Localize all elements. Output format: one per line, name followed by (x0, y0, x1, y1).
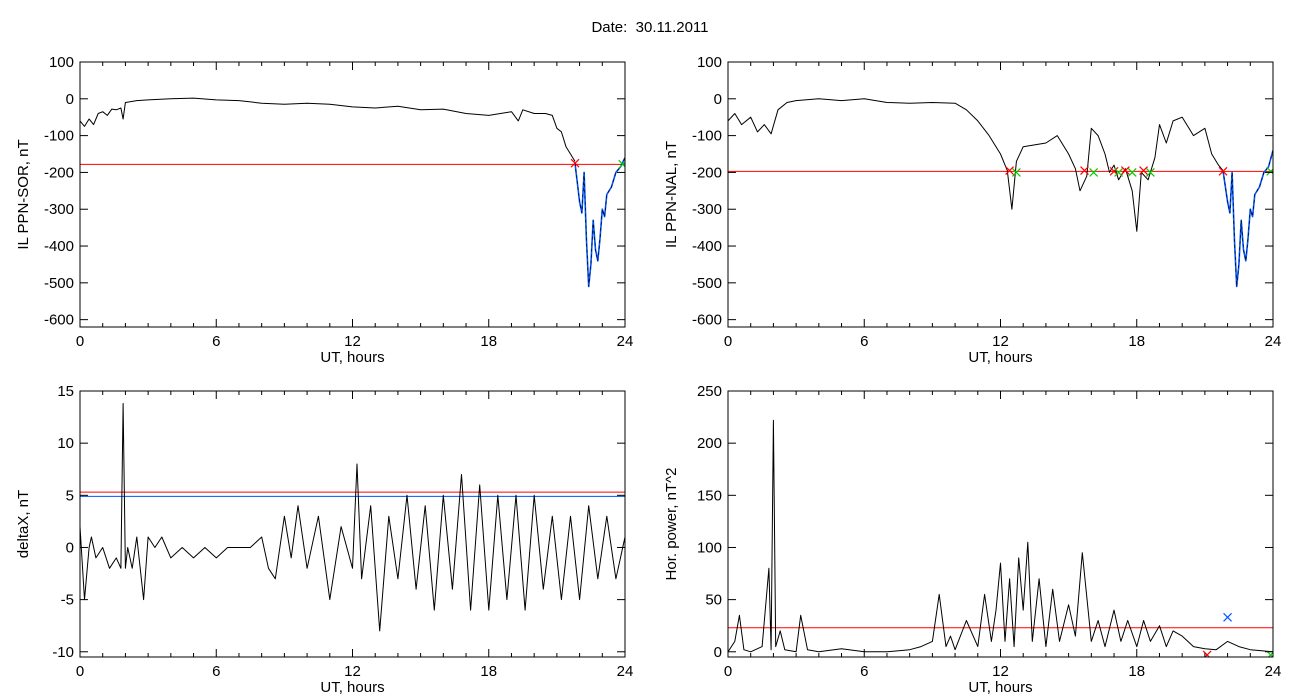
series-line (80, 403, 625, 632)
x-tick-label: 0 (76, 663, 84, 680)
event-segment-dash (1222, 150, 1273, 287)
y-tick-label: 250 (697, 383, 722, 400)
event-segment (574, 157, 625, 288)
y-tick-label: -500 (44, 275, 74, 292)
y-tick-label: 0 (66, 91, 74, 108)
y-tick-label: 0 (714, 644, 722, 661)
plot-frame (79, 390, 626, 658)
x-tick-label: 6 (860, 333, 868, 350)
x-tick-label: 12 (992, 333, 1009, 350)
cross-marker (1218, 166, 1228, 176)
cross-marker (1266, 166, 1273, 176)
cross-marker (1127, 167, 1137, 177)
x-tick-label: 6 (860, 663, 868, 680)
cross-marker (1005, 166, 1015, 176)
y-tick-label: 200 (697, 435, 722, 452)
y-tick-label: 15 (57, 383, 74, 400)
y-tick-label: -300 (44, 201, 74, 218)
x-tick-label: 0 (76, 333, 84, 350)
y-tick-label: 10 (57, 435, 74, 452)
y-tick-label: 100 (697, 54, 722, 71)
series-line (728, 419, 1273, 653)
x-tick-label: 6 (212, 663, 220, 680)
cross-marker (1202, 650, 1212, 657)
cross-marker (1120, 166, 1130, 176)
chart-panel-il-sor: 0 6 12 18 24 -600 -500 -400 -300 -200 -100 0 100 UT, … (15, 54, 633, 366)
y-tick-label: -200 (44, 164, 74, 181)
plot-frame (727, 390, 1274, 658)
y-axis-label: deltaX, nT (15, 490, 32, 558)
y-tick-label: 50 (705, 592, 722, 609)
y-tick-label: -5 (61, 592, 74, 609)
plot-frame (727, 61, 1274, 328)
series-line (728, 98, 1224, 232)
x-tick-label: 18 (1128, 663, 1145, 680)
x-tick-label: 18 (480, 663, 497, 680)
y-tick-label: -600 (44, 312, 74, 329)
y-tick-label: 100 (697, 539, 722, 556)
series-line (80, 97, 576, 162)
page-title: Date: 30.11.2011 (591, 19, 709, 36)
cross-marker (1114, 167, 1124, 177)
y-axis-label: Hor. power, nT^2 (663, 468, 680, 581)
y-tick-label: 100 (49, 54, 74, 71)
x-axis-label: UT, hours (968, 349, 1032, 366)
event-segment-dash (574, 157, 625, 287)
x-tick-label: 24 (617, 663, 634, 680)
y-tick-label: -200 (692, 164, 722, 181)
cross-marker (618, 159, 625, 169)
y-axis-label: IL PPN-SOR, nT (15, 139, 32, 249)
x-tick-label: 0 (724, 663, 732, 680)
y-tick-label: -300 (692, 201, 722, 218)
y-tick-label: 150 (697, 487, 722, 504)
event-segment (1222, 150, 1273, 288)
x-axis-label: UT, hours (320, 679, 384, 696)
y-tick-label: 0 (66, 539, 74, 556)
y-tick-label: 0 (714, 91, 722, 108)
x-tick-label: 12 (344, 663, 361, 680)
chart-panel-deltax: 0 6 12 18 24 -10 -5 0 5 10 15 UT, hours deltaX, nT (15, 383, 633, 696)
x-tick-label: 6 (212, 333, 220, 350)
x-tick-label: 24 (1265, 663, 1282, 680)
chart-panel-il-nal: 0 6 12 18 24 -600 -500 -400 -300 -200 -100 0 100 UT, … (663, 54, 1281, 366)
cross-marker (1080, 166, 1089, 176)
y-tick-label: -400 (44, 238, 74, 255)
plot-frame (79, 61, 626, 328)
x-tick-label: 18 (480, 333, 497, 350)
x-tick-label: 24 (617, 333, 634, 350)
x-tick-label: 18 (1128, 333, 1145, 350)
cross-marker (1089, 167, 1099, 177)
x-axis-label: UT, hours (320, 349, 384, 366)
x-tick-label: 24 (1265, 333, 1282, 350)
x-tick-label: 12 (344, 333, 361, 350)
y-tick-label: -100 (692, 128, 722, 145)
y-tick-label: -600 (692, 312, 722, 329)
y-axis-label: IL PPN-NAL, nT (663, 141, 680, 248)
y-tick-label: 5 (66, 487, 74, 504)
cross-marker (570, 158, 580, 168)
cross-marker (1145, 167, 1155, 177)
y-tick-label: -400 (692, 238, 722, 255)
y-tick-label: -100 (44, 128, 74, 145)
cross-marker (1139, 166, 1148, 176)
y-tick-label: -10 (52, 644, 74, 661)
x-axis-label: UT, hours (968, 679, 1032, 696)
x-tick-label: 0 (724, 333, 732, 350)
cross-marker (1223, 612, 1233, 622)
x-tick-label: 12 (992, 663, 1009, 680)
y-tick-label: -500 (692, 275, 722, 292)
cross-marker (1011, 167, 1021, 177)
chart-panel-hor-power: 0 6 12 18 24 0 50 100 150 200 250 UT, hours Hor. pow… (663, 383, 1281, 696)
